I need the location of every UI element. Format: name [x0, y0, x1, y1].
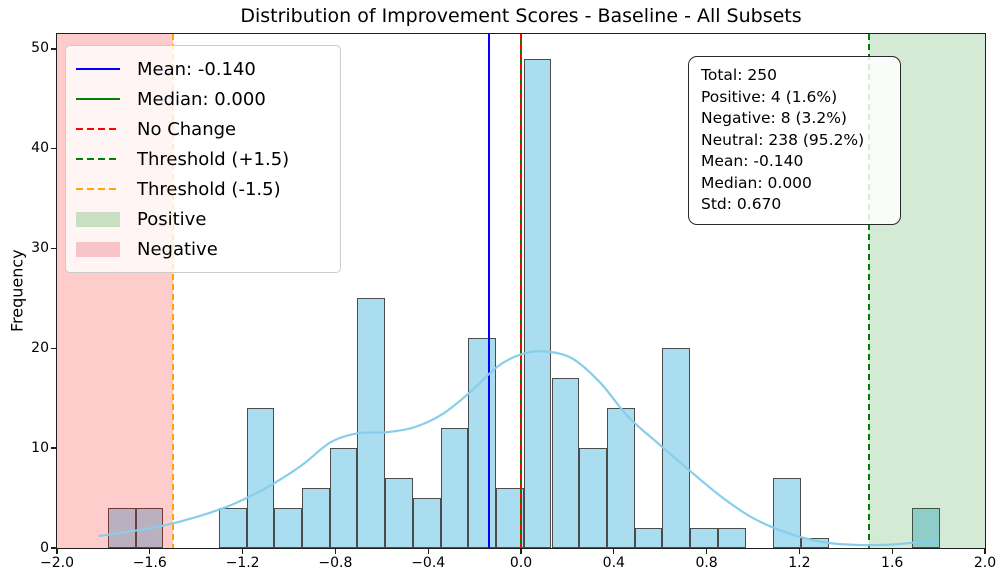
legend-line-swatch [76, 67, 120, 71]
y-tick-label: 50 [31, 40, 49, 57]
x-tick [705, 549, 708, 554]
stats-line: Positive: 4 (1.6%) [701, 87, 838, 106]
x-tick [613, 549, 615, 554]
stats-line: Negative: 8 (3.2%) [701, 109, 847, 127]
legend-line-swatch [76, 187, 120, 191]
x-tick-label: −0.8 [318, 555, 353, 571]
x-tick [984, 549, 986, 554]
legend-line-swatch [76, 127, 120, 131]
legend-item: Mean: -0.140 [76, 54, 330, 84]
y-tick [51, 148, 56, 150]
x-tick [891, 549, 893, 554]
y-tick-label: 20 [31, 339, 49, 356]
threshold-positive-line [868, 34, 870, 548]
legend: Mean: -0.140 Median: 0.000 No Change Thresh… [65, 45, 341, 273]
legend-label: No Change [137, 118, 237, 140]
legend-item: No Change [76, 114, 330, 144]
x-tick [241, 549, 244, 554]
x-tick [149, 549, 151, 554]
y-tick [51, 48, 56, 50]
stats-box: Total: 250 Positive: 4 (1.6%) Negative: 8 … [688, 56, 901, 225]
legend-item: Threshold (-1.5) [76, 174, 330, 204]
legend-item: Negative [76, 234, 330, 264]
stats-line: Mean: -0.140 [701, 152, 804, 170]
stats-line: Median: 0.000 [701, 173, 812, 192]
y-tick [51, 247, 56, 250]
legend-label: Threshold (+1.5) [137, 148, 290, 170]
legend-label: Positive [137, 208, 207, 230]
y-tick [51, 447, 56, 449]
x-tick-label: 0.0 [509, 555, 533, 571]
y-tick-label: 10 [31, 439, 49, 456]
stats-line: Std: 0.670 [701, 195, 782, 213]
y-tick-label: 0 [40, 539, 49, 556]
legend-item: Threshold (+1.5) [76, 144, 330, 174]
threshold-negative-line [172, 34, 174, 548]
legend-label: Negative [137, 238, 218, 260]
y-tick [51, 347, 56, 350]
legend-item: Median: 0.000 [76, 84, 330, 114]
legend-label: Threshold (-1.5) [137, 178, 281, 200]
stats-line: Neutral: 238 (95.2%) [701, 130, 865, 149]
stats-line: Total: 250 [701, 66, 777, 84]
x-tick-label: −1.2 [225, 555, 260, 571]
x-tick-label: −1.6 [132, 555, 167, 571]
legend-line-swatch [76, 97, 120, 101]
x-tick-label: 0.4 [602, 555, 625, 571]
no-change-line [520, 34, 522, 548]
x-tick [520, 549, 522, 554]
x-tick [798, 549, 801, 554]
legend-label: Mean: -0.140 [137, 58, 256, 80]
y-tick-label: 30 [31, 240, 49, 257]
x-tick-label: 1.6 [881, 555, 904, 571]
x-tick [427, 549, 429, 554]
x-tick-label: −0.4 [411, 555, 446, 571]
x-tick [334, 549, 337, 554]
chart-title: Distribution of Improvement Scores - Bas… [240, 5, 802, 27]
y-tick [51, 547, 56, 549]
y-tick-label: 40 [31, 140, 49, 157]
mean-line [487, 34, 490, 548]
legend-patch-swatch [76, 211, 120, 227]
x-tick [56, 549, 58, 554]
x-tick-label: 0.8 [695, 555, 718, 571]
legend-patch-swatch [76, 241, 120, 257]
legend-label: Median: 0.000 [137, 88, 266, 110]
legend-line-swatch [76, 157, 120, 161]
x-tick-label: 1.2 [788, 555, 811, 571]
x-tick-label: −2.0 [40, 555, 74, 571]
legend-item: Positive [76, 204, 330, 234]
x-tick-label: 2.0 [973, 555, 997, 571]
